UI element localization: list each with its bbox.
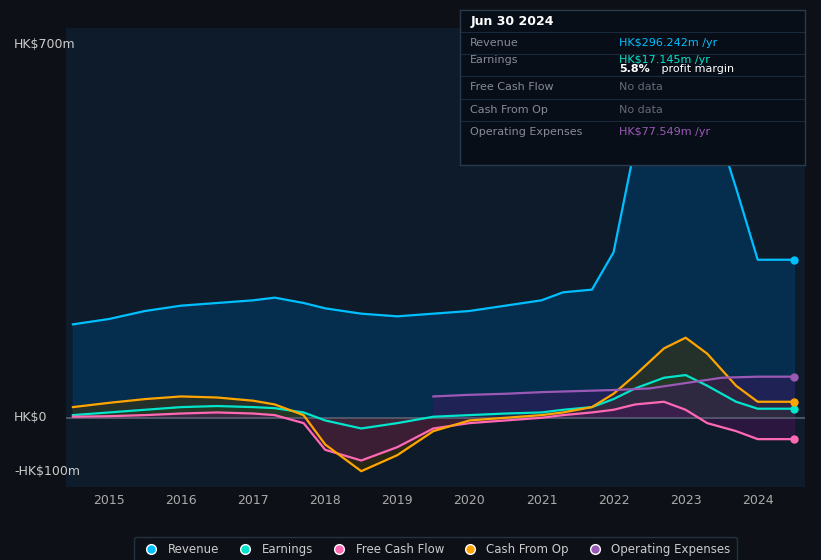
Text: No data: No data bbox=[619, 82, 663, 92]
Text: -HK$100m: -HK$100m bbox=[14, 465, 80, 478]
Text: Revenue: Revenue bbox=[470, 38, 519, 48]
Text: HK$17.145m /yr: HK$17.145m /yr bbox=[619, 55, 709, 65]
Text: Earnings: Earnings bbox=[470, 55, 519, 65]
Text: HK$0: HK$0 bbox=[14, 411, 48, 424]
Text: Jun 30 2024: Jun 30 2024 bbox=[470, 15, 554, 27]
Legend: Revenue, Earnings, Free Cash Flow, Cash From Op, Operating Expenses: Revenue, Earnings, Free Cash Flow, Cash … bbox=[134, 537, 736, 560]
Text: HK$296.242m /yr: HK$296.242m /yr bbox=[619, 38, 717, 48]
Text: Free Cash Flow: Free Cash Flow bbox=[470, 82, 554, 92]
Text: HK$77.549m /yr: HK$77.549m /yr bbox=[619, 127, 710, 137]
Text: Cash From Op: Cash From Op bbox=[470, 105, 548, 115]
Text: HK$700m: HK$700m bbox=[14, 38, 76, 50]
Text: Operating Expenses: Operating Expenses bbox=[470, 127, 583, 137]
Text: No data: No data bbox=[619, 105, 663, 115]
Text: 5.8%: 5.8% bbox=[619, 64, 649, 74]
Text: profit margin: profit margin bbox=[658, 64, 735, 74]
